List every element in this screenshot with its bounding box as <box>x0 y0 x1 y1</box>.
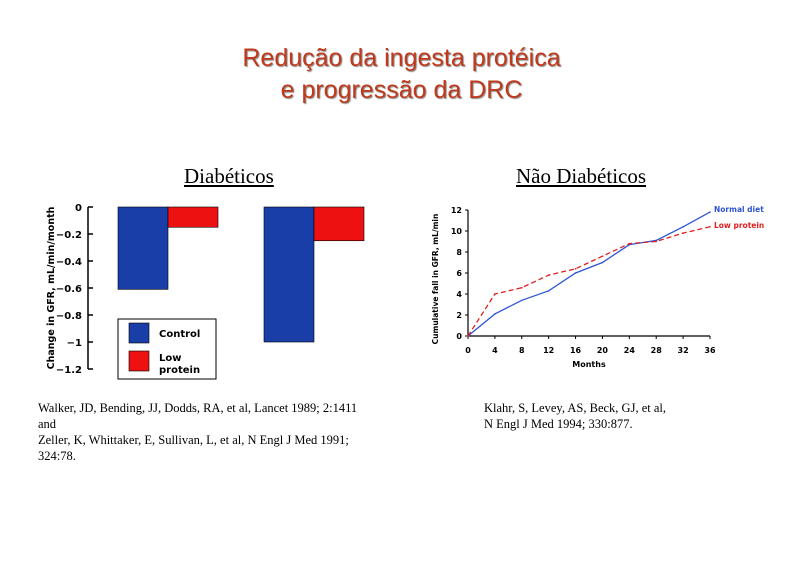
point-low-protein <box>601 255 604 257</box>
point-low-protein <box>467 335 469 337</box>
legend-swatch-low-protein <box>128 350 150 372</box>
x-tick-label: 0 <box>465 346 471 355</box>
point-low-protein <box>574 268 577 270</box>
line-series-low-protein <box>467 226 711 337</box>
point-normal-diet <box>574 272 577 274</box>
legend-swatch-control <box>128 322 150 344</box>
point-low-protein <box>547 274 550 276</box>
point-low-protein <box>494 293 496 295</box>
y-tick-label: −0.2 <box>56 230 82 241</box>
y-axis-label: Cumulative fall in GFR, mL/min <box>431 214 440 345</box>
y-tick-label: −1 <box>67 338 82 349</box>
x-tick-label: 12 <box>543 346 554 355</box>
bar-control-2 <box>263 206 315 343</box>
y-tick-label: 0 <box>456 332 462 341</box>
bar-low-protein-2 <box>313 206 365 242</box>
x-axis-label: Months <box>572 360 606 369</box>
y-axis-label: Change in GFR, mL/min/month <box>46 206 57 369</box>
series-label-normal-diet: Normal diet <box>714 205 764 214</box>
slide-title-line-2: e progressão da DRC <box>280 76 523 104</box>
y-tick-label: 10 <box>451 227 463 236</box>
non-diabetic-heading: Não Diabéticos <box>516 164 647 188</box>
point-low-protein <box>682 232 684 234</box>
x-tick-label: 4 <box>492 346 498 355</box>
y-tick-label: 6 <box>456 269 462 278</box>
line-series-normal-diet <box>467 211 711 337</box>
slide-title: Redução da ingesta protéica e progressão… <box>0 42 803 106</box>
legend-label-low: Low <box>159 353 181 364</box>
point-normal-diet <box>601 261 604 264</box>
x-tick-label: 8 <box>519 346 525 355</box>
y-tick-label: −0.4 <box>56 257 82 268</box>
point-normal-diet <box>709 211 711 213</box>
y-tick-label: −0.8 <box>56 311 82 322</box>
x-tick-label: 36 <box>704 346 716 355</box>
series-label-low-protein: Low protein <box>714 221 764 230</box>
bar-control-1 <box>117 206 169 290</box>
legend-label-control: Control <box>159 329 200 340</box>
diabetic-citation: Walker, JD, Bending, JJ, Dodds, RA, et a… <box>38 401 358 463</box>
point-normal-diet <box>547 290 550 292</box>
point-low-protein <box>655 240 658 243</box>
y-tick-label: −1.2 <box>56 365 82 376</box>
non-diabetic-line-chart: 0 4 8 12 16 20 24 28 32 36024681012MonthsCumulati… <box>431 205 764 369</box>
y-tick-label: −0.6 <box>56 284 82 295</box>
y-tick-label: 2 <box>456 311 462 320</box>
non-diabetic-citation: Klahr, S, Levey, AS, Beck, GJ, et al, N … <box>484 401 666 431</box>
point-normal-diet <box>494 313 496 315</box>
x-tick-label: 32 <box>678 346 689 355</box>
x-tick-label: 16 <box>570 346 582 355</box>
y-tick-label: 8 <box>456 248 462 257</box>
x-tick-label: 28 <box>651 346 663 355</box>
x-tick-label: 20 <box>597 346 609 355</box>
point-low-protein <box>520 286 523 289</box>
y-tick-label: 0 <box>75 203 82 214</box>
x-tick-label: 24 <box>624 346 636 355</box>
legend-label-protein: protein <box>159 365 200 376</box>
y-tick-label: 12 <box>451 206 462 215</box>
diabetic-heading: Diabéticos <box>184 164 274 188</box>
point-normal-diet <box>682 226 684 228</box>
y-tick-label: 4 <box>456 290 462 299</box>
point-low-protein <box>628 242 631 245</box>
point-normal-diet <box>520 299 523 302</box>
bar-low-protein-1 <box>167 206 219 228</box>
slide-title-line-1: Redução da ingesta protéica <box>242 44 561 72</box>
point-low-protein <box>709 226 711 228</box>
